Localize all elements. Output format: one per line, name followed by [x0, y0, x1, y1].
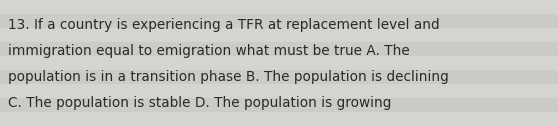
Text: C. The population is stable D. The population is growing: C. The population is stable D. The popul…	[8, 96, 391, 110]
FancyBboxPatch shape	[0, 98, 558, 112]
Text: population is in a transition phase B. The population is declining: population is in a transition phase B. T…	[8, 70, 449, 84]
Text: immigration equal to emigration what must be true A. The: immigration equal to emigration what mus…	[8, 44, 410, 58]
FancyBboxPatch shape	[0, 56, 558, 70]
FancyBboxPatch shape	[0, 84, 558, 98]
FancyBboxPatch shape	[0, 0, 558, 14]
FancyBboxPatch shape	[0, 14, 558, 28]
Text: 13. If a country is experiencing a TFR at replacement level and: 13. If a country is experiencing a TFR a…	[8, 18, 440, 32]
FancyBboxPatch shape	[0, 28, 558, 42]
FancyBboxPatch shape	[0, 112, 558, 126]
FancyBboxPatch shape	[0, 42, 558, 56]
FancyBboxPatch shape	[0, 70, 558, 84]
